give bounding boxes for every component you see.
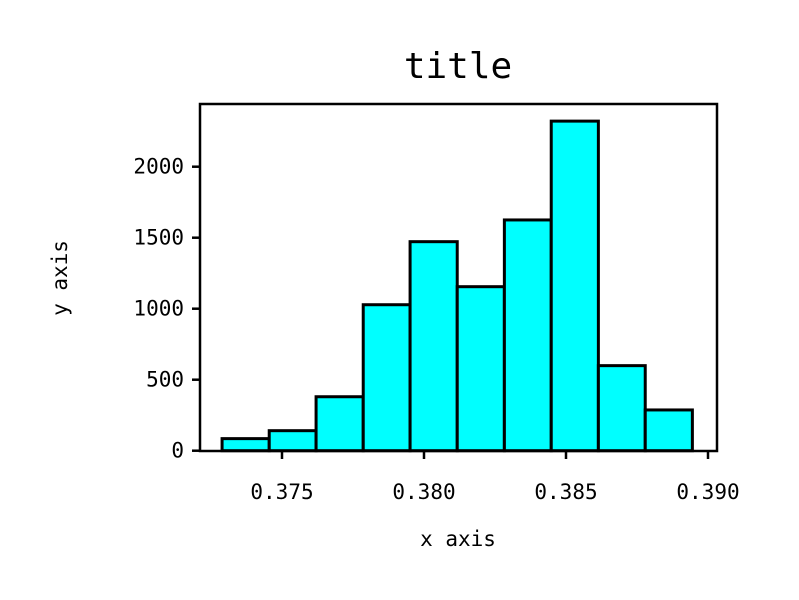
histogram-bar: [314, 395, 365, 453]
x-axis-label: x axis: [420, 527, 496, 551]
histogram-bar: [643, 408, 694, 453]
histogram-bar: [502, 218, 553, 453]
y-tick-label: 0: [171, 439, 184, 463]
chart-title: title: [404, 46, 512, 87]
histogram-bar: [596, 364, 647, 453]
histogram-bar: [220, 437, 271, 453]
x-tick-label: 0.380: [392, 480, 455, 504]
x-tick-label: 0.390: [676, 480, 739, 504]
x-tick-label: 0.385: [534, 480, 597, 504]
histogram-bar: [549, 119, 600, 453]
y-tick-label: 1500: [133, 226, 184, 250]
plot-frame: [198, 102, 719, 453]
x-tick-label: 0.375: [250, 480, 313, 504]
y-tick-label: 500: [146, 368, 184, 392]
histogram-bar: [361, 303, 412, 453]
histogram-bar: [408, 240, 459, 453]
y-tick-label: 2000: [133, 155, 184, 179]
y-tick-label: 1000: [133, 297, 184, 321]
y-axis-label: y axis: [48, 240, 72, 316]
histogram-bar: [267, 429, 318, 453]
histogram-bar: [455, 285, 506, 453]
